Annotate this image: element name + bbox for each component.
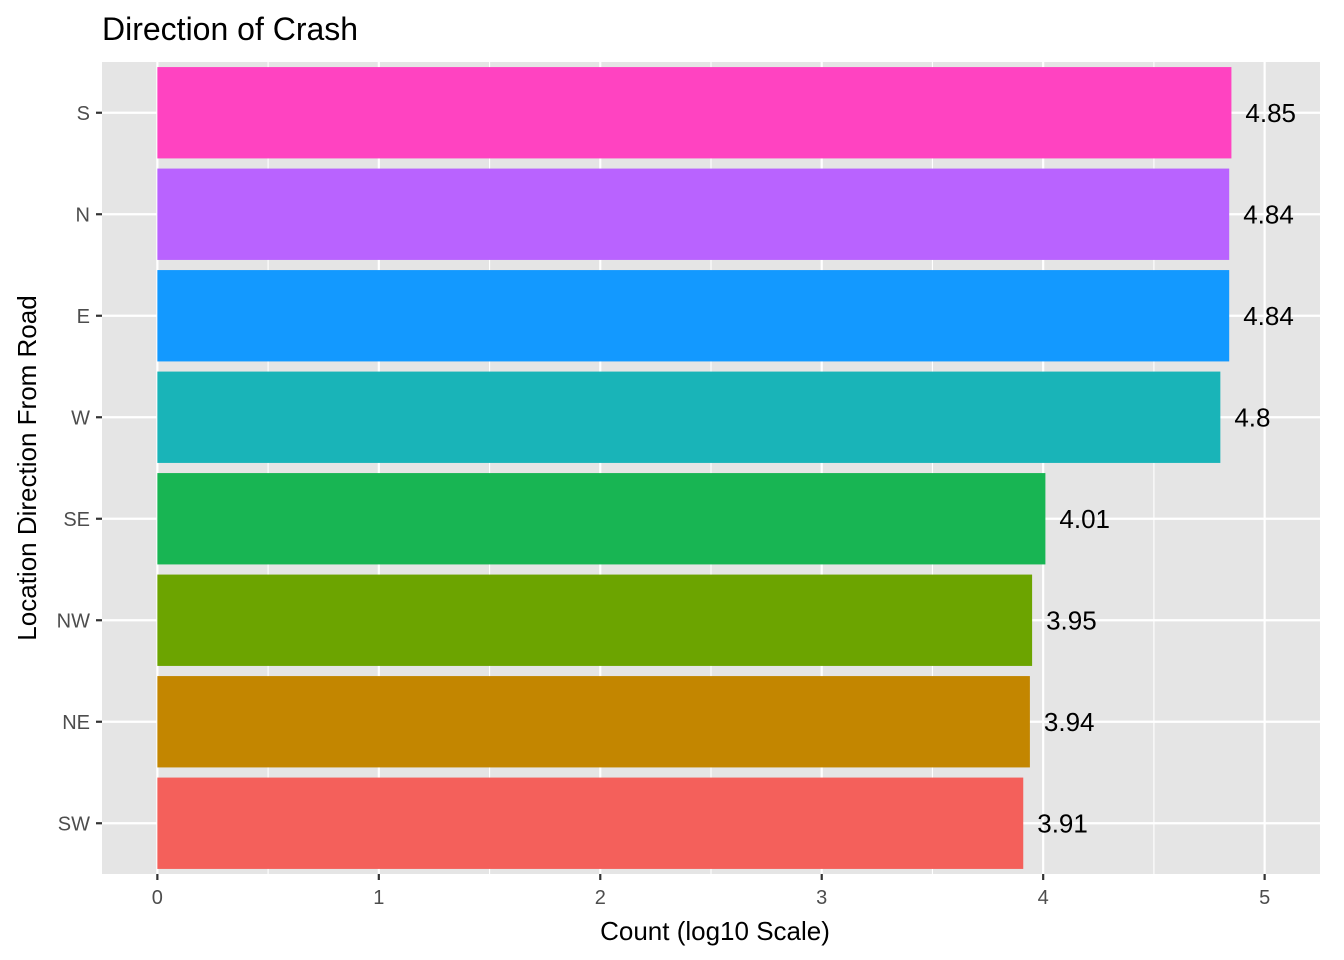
- data-label-n: 4.84: [1243, 199, 1294, 229]
- y-tick-label-ne: NE: [62, 712, 90, 734]
- y-tick-label-sw: SW: [58, 813, 90, 835]
- y-tick-label-e: E: [77, 306, 90, 328]
- bar-ne: [157, 676, 1030, 768]
- x-axis-title: Count (log10 Scale): [600, 916, 830, 946]
- bar-e: [157, 270, 1230, 362]
- y-tick-label-w: W: [71, 407, 90, 429]
- x-tick-label-5: 5: [1259, 887, 1270, 909]
- x-tick-label-3: 3: [816, 887, 827, 909]
- bar-sw: [157, 777, 1024, 869]
- bar-s: [157, 67, 1232, 159]
- x-tick-label-0: 0: [152, 887, 163, 909]
- bar-n: [157, 168, 1230, 260]
- bars: [157, 67, 1232, 869]
- data-label-e: 4.84: [1243, 301, 1294, 331]
- x-tick-label-2: 2: [595, 887, 606, 909]
- data-label-nw: 3.95: [1046, 605, 1097, 635]
- y-tick-label-se: SE: [63, 509, 90, 531]
- data-label-w: 4.8: [1234, 402, 1270, 432]
- data-label-s: 4.85: [1245, 98, 1296, 128]
- x-tick-label-4: 4: [1038, 887, 1049, 909]
- data-label-se: 4.01: [1059, 504, 1110, 534]
- chart-title: Direction of Crash: [102, 11, 358, 47]
- bar-nw: [157, 574, 1033, 666]
- bar-w: [157, 371, 1221, 463]
- bar-se: [157, 473, 1046, 565]
- data-label-sw: 3.91: [1037, 808, 1088, 838]
- y-tick-label-nw: NW: [57, 610, 90, 632]
- data-label-ne: 3.94: [1044, 707, 1095, 737]
- data-labels: 4.85 4.84 4.84 4.8 4.01 3.95 3.94 3.91: [1037, 98, 1296, 839]
- y-tick-label-s: S: [77, 103, 90, 125]
- y-tick-label-n: N: [76, 204, 90, 226]
- x-tick-label-1: 1: [373, 887, 384, 909]
- x-axis: 0 1 2 3 4 5: [152, 874, 1270, 909]
- y-axis-title: Location Direction From Road: [12, 295, 42, 640]
